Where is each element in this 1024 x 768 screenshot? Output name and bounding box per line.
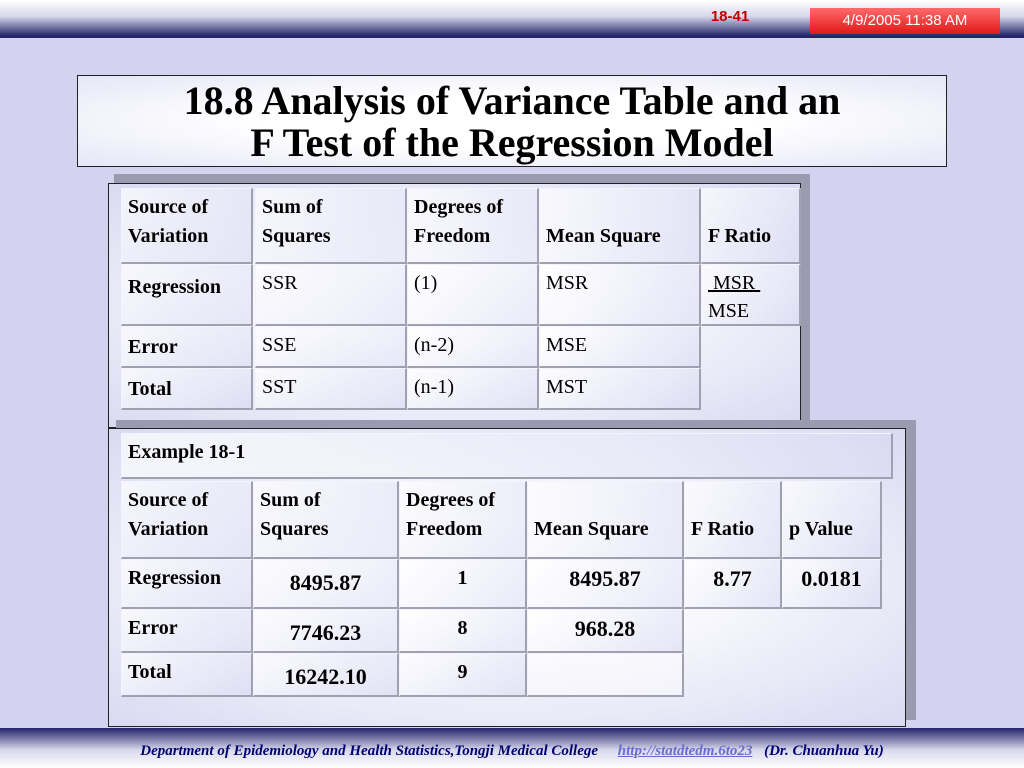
header-text: Mean Square bbox=[534, 518, 649, 540]
example-header-p: p Value bbox=[782, 481, 882, 559]
header-text: Squares bbox=[262, 225, 331, 247]
footer-link[interactable]: http://statdtedm.6to23 bbox=[617, 743, 753, 759]
example-header-ms: Mean Square bbox=[527, 481, 684, 559]
header-text: p Value bbox=[789, 518, 853, 540]
example-row-error-df: 8 bbox=[399, 609, 527, 653]
slide-number: 18-41 bbox=[710, 8, 750, 25]
anova-row-total-df: (n-1) bbox=[407, 368, 539, 410]
anova-header-ss: Sum of Squares bbox=[255, 188, 407, 264]
example-row-error-ms: 968.28 bbox=[527, 609, 684, 653]
example-row-regression-ss: 8495.87 bbox=[253, 559, 399, 609]
anova-row-error-ss: SSE bbox=[255, 326, 407, 368]
example-row-total-source: Total bbox=[121, 653, 253, 697]
slide-body: 18.8 Analysis of Variance Table and an F… bbox=[0, 36, 1024, 730]
example-row-regression-source: Regression bbox=[121, 559, 253, 609]
example-header-source: Source of Variation bbox=[121, 481, 253, 559]
example-row-total-df: 9 bbox=[399, 653, 527, 697]
anova-header-ms: Mean Square bbox=[539, 188, 701, 264]
title-line-1: 18.8 Analysis of Variance Table and an bbox=[183, 78, 841, 123]
header-text: Degrees of bbox=[406, 489, 496, 511]
date-time-badge: 4/9/2005 11:38 AM bbox=[810, 8, 1000, 34]
anova-table: Source of Variation Sum of Squares Degre… bbox=[108, 183, 801, 428]
header-text: Squares bbox=[260, 518, 329, 540]
example-row-regression-ms: 8495.87 bbox=[527, 559, 684, 609]
example-row-regression-f: 8.77 bbox=[684, 559, 782, 609]
anova-row-regression-ms: MSR bbox=[539, 264, 701, 326]
bottom-band bbox=[0, 728, 1024, 768]
footer-department: Department of Epidemiology and Health St… bbox=[140, 743, 599, 759]
anova-header-source: Source of Variation bbox=[121, 188, 253, 264]
header-text: F Ratio bbox=[708, 225, 772, 247]
example-row-error-source: Error bbox=[121, 609, 253, 653]
header-text: Freedom bbox=[414, 225, 491, 247]
anova-row-error-source: Error bbox=[121, 326, 253, 368]
anova-f-ratio-formula: MSR MSE bbox=[701, 264, 801, 326]
f-ratio-numerator: MSR bbox=[708, 272, 761, 294]
header-text: Source of bbox=[128, 196, 209, 218]
anova-row-regression-df: (1) bbox=[407, 264, 539, 326]
anova-header-df: Degrees of Freedom bbox=[407, 188, 539, 264]
example-row-total-ss: 16242.10 bbox=[253, 653, 399, 697]
example-row-regression-p: 0.0181 bbox=[782, 559, 882, 609]
footer: Department of Epidemiology and Health St… bbox=[0, 743, 1024, 760]
header-text: Freedom bbox=[406, 518, 483, 540]
header-text: Variation bbox=[128, 225, 209, 247]
header-text: Source of bbox=[128, 489, 209, 511]
anova-row-regression-source: Regression bbox=[121, 264, 253, 326]
anova-row-regression-ss: SSR bbox=[255, 264, 407, 326]
example-row-error-ss: 7746.23 bbox=[253, 609, 399, 653]
example-row-total-ms bbox=[527, 653, 684, 697]
anova-row-total-ss: SST bbox=[255, 368, 407, 410]
header-text: Variation bbox=[128, 518, 209, 540]
anova-row-total-ms: MST bbox=[539, 368, 701, 410]
example-header-df: Degrees of Freedom bbox=[399, 481, 527, 559]
header-text: Sum of bbox=[260, 489, 321, 511]
footer-author: (Dr. Chuanhua Yu) bbox=[764, 743, 884, 759]
slide-title: 18.8 Analysis of Variance Table and an F… bbox=[77, 75, 947, 167]
example-header-f: F Ratio bbox=[684, 481, 782, 559]
header-text: F Ratio bbox=[691, 518, 755, 540]
anova-row-total-source: Total bbox=[121, 368, 253, 410]
anova-header-f: F Ratio bbox=[701, 188, 801, 264]
anova-row-error-ms: MSE bbox=[539, 326, 701, 368]
header-text: Degrees of bbox=[414, 196, 504, 218]
header-text: Sum of bbox=[262, 196, 323, 218]
example-header-ss: Sum of Squares bbox=[253, 481, 399, 559]
anova-row-error-df: (n-2) bbox=[407, 326, 539, 368]
example-table: Example 18-1 Source of Variation Sum of … bbox=[108, 428, 906, 727]
title-line-2: F Test of the Regression Model bbox=[250, 120, 774, 165]
example-row-regression-df: 1 bbox=[399, 559, 527, 609]
f-ratio-denominator: MSE bbox=[708, 300, 750, 322]
header-text: Mean Square bbox=[546, 225, 661, 247]
example-caption: Example 18-1 bbox=[121, 433, 893, 479]
